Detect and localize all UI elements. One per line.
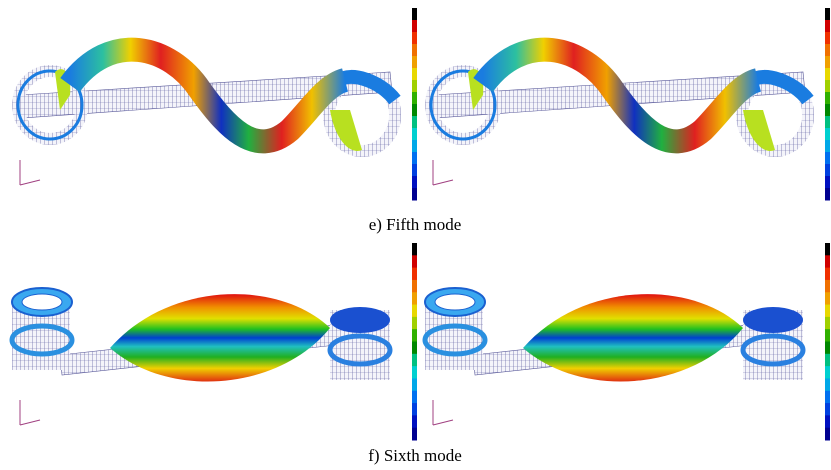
color-bar-segment xyxy=(825,428,830,441)
color-bar-segment xyxy=(825,164,830,177)
color-bar-segment xyxy=(412,354,417,367)
color-bar-segment xyxy=(825,152,830,165)
color-bar-segment xyxy=(412,317,417,330)
color-bar-segment xyxy=(825,329,830,342)
color-bar-segment xyxy=(825,188,830,201)
color-bar-segment xyxy=(412,280,417,293)
color-bar-segment xyxy=(825,92,830,105)
color-bar-segment xyxy=(412,116,417,129)
color-bar-segment xyxy=(412,342,417,355)
color-bar-segment xyxy=(825,415,830,428)
color-bar-segment xyxy=(412,188,417,201)
mode-shape xyxy=(425,288,803,425)
mode-shape xyxy=(18,50,395,185)
color-bar-segment xyxy=(825,280,830,293)
color-bar-segment xyxy=(412,68,417,81)
color-bar-segment xyxy=(825,176,830,189)
color-bar-segment xyxy=(412,268,417,281)
color-bar-segment xyxy=(412,391,417,404)
color-bar-segment xyxy=(825,255,830,268)
color-bar-segment xyxy=(825,68,830,81)
color-bar-segment xyxy=(825,354,830,367)
color-bar-segment xyxy=(825,317,830,330)
mode-shape xyxy=(12,288,390,425)
color-bar-segment xyxy=(825,378,830,391)
color-bar-segment xyxy=(412,164,417,177)
color-bar-segment xyxy=(825,140,830,153)
color-bar-segment xyxy=(825,305,830,318)
color-bar-segment xyxy=(412,80,417,93)
color-bar-segment xyxy=(825,292,830,305)
color-bar-segment xyxy=(412,44,417,57)
color-bar-segment xyxy=(412,428,417,441)
color-bar-segment xyxy=(412,415,417,428)
color-bar-segment xyxy=(825,403,830,416)
color-bar-segment xyxy=(412,56,417,69)
caption: f) Sixth mode xyxy=(368,446,462,465)
color-bar-segment xyxy=(412,243,417,256)
color-bar-segment xyxy=(412,32,417,45)
color-bar-segment xyxy=(412,329,417,342)
color-bar-segment xyxy=(412,305,417,318)
color-bar-segment xyxy=(412,292,417,305)
color-bar-segment xyxy=(825,391,830,404)
color-bar-segment xyxy=(825,342,830,355)
color-bar-segment xyxy=(825,116,830,129)
caption: e) Fifth mode xyxy=(369,215,462,234)
color-bar-segment xyxy=(825,366,830,379)
color-bar-segment xyxy=(825,32,830,45)
color-bar-segment xyxy=(825,80,830,93)
color-bar-segment xyxy=(412,20,417,33)
color-bar-segment xyxy=(825,20,830,33)
color-bar-segment xyxy=(825,56,830,69)
color-bar-segment xyxy=(412,403,417,416)
color-bar-segment xyxy=(825,243,830,256)
color-bar-segment xyxy=(825,128,830,141)
color-bar-segment xyxy=(825,8,830,21)
color-bar-segment xyxy=(412,8,417,21)
color-bar-segment xyxy=(825,268,830,281)
color-bar-segment xyxy=(412,176,417,189)
mode-shape xyxy=(431,50,808,185)
color-bar-segment xyxy=(412,104,417,117)
color-bar-segment xyxy=(412,92,417,105)
color-bar-segment xyxy=(825,104,830,117)
color-bar-segment xyxy=(412,128,417,141)
color-bar-segment xyxy=(412,140,417,153)
color-bar-segment xyxy=(412,378,417,391)
color-bar-segment xyxy=(412,255,417,268)
color-bar-segment xyxy=(412,152,417,165)
color-bar-segment xyxy=(412,366,417,379)
figure: e) Fifth mode f) Sixth mode xyxy=(0,0,831,470)
color-bar-segment xyxy=(825,44,830,57)
